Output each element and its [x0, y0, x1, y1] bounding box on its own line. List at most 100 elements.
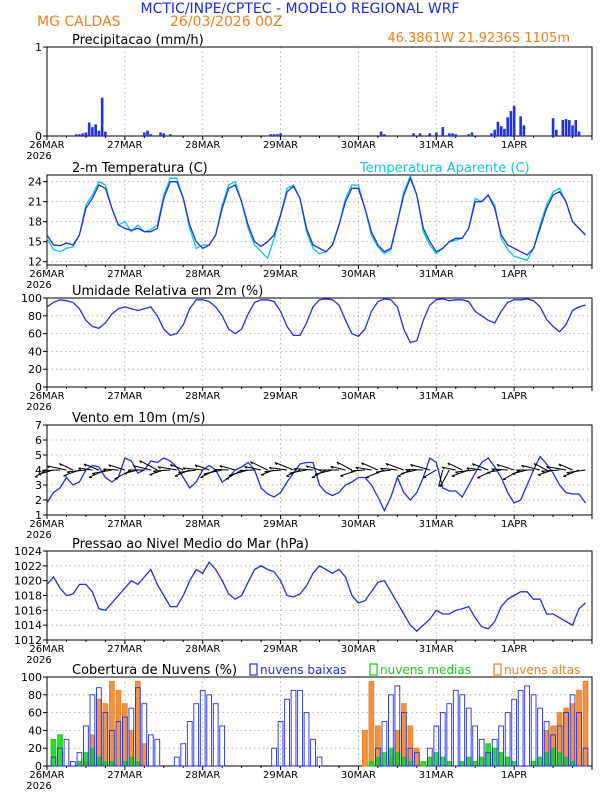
wind-arrow [92, 469, 112, 474]
cloud-bar-1 [504, 756, 511, 767]
cloud-bar-0 [199, 689, 206, 767]
temp-line [46, 176, 586, 256]
precip-bar [159, 132, 162, 136]
precip-bar [100, 97, 104, 136]
wind-arrow-head [228, 475, 232, 477]
wind-arrow-head [37, 473, 42, 476]
apparent-temp-line [46, 174, 586, 262]
precip-bar [490, 133, 493, 136]
wind-arrow [289, 469, 307, 474]
cloud-bar-1 [128, 756, 135, 767]
cloud-bar-0 [543, 721, 550, 767]
cloud-bar-2 [368, 681, 375, 767]
cloud-bar-0 [310, 738, 316, 767]
wind-arrow-head [314, 473, 319, 476]
y-tick-label: 15 [28, 236, 42, 249]
wind-arrow-head [440, 484, 444, 488]
cloud-bar-0 [576, 712, 582, 767]
precip-bar [447, 133, 451, 136]
year-label: 2026 [26, 655, 51, 666]
cloud-bar-1 [426, 756, 433, 767]
cloud-bar-1 [465, 756, 472, 767]
precip-bar [522, 125, 526, 136]
precip-bar [269, 134, 273, 136]
wind-arrow-head [305, 465, 309, 469]
cloud-bar-0 [452, 689, 459, 767]
x-tick-label: 26MAR [29, 140, 64, 151]
wind-arrow [438, 469, 444, 487]
wind-arrow [124, 469, 138, 474]
precip-bar [94, 124, 97, 136]
cloud-bar-1 [446, 761, 453, 767]
x-tick-label: 31MAR [419, 644, 454, 655]
wind-arrow-head [410, 464, 414, 467]
wind-arrow [294, 468, 314, 471]
x-tick-label: 30MAR [341, 644, 376, 655]
cloud-bar-0 [297, 689, 303, 767]
year-label: 2026 [26, 781, 51, 792]
precip-bar [467, 134, 471, 136]
cloud-bar-2 [569, 703, 576, 767]
cloud-bar-1 [472, 761, 479, 767]
cloud-bar-1 [368, 761, 375, 767]
y-tick-label: 1012 [14, 634, 42, 647]
x-tick-label: 31MAR [419, 269, 454, 280]
cloud-bar-1 [433, 752, 440, 767]
cloud-bar-0 [89, 694, 96, 767]
location-label: MG CALDAS [37, 14, 121, 30]
cloud-bar-1 [569, 761, 576, 767]
cloud-bar-0 [290, 689, 297, 767]
wind-arrow-head [41, 470, 45, 473]
wind-arrow [178, 469, 197, 474]
precip-bar [168, 134, 172, 136]
cloud-bar-0 [478, 738, 485, 767]
wind-arrow-head [194, 464, 198, 468]
wind-arrow-head [385, 463, 389, 467]
precip-bar [571, 125, 574, 136]
cloud-bar-0 [563, 712, 569, 767]
precip-bar [84, 132, 88, 136]
x-tick-label: 28MAR [185, 391, 220, 402]
precip-bar [506, 117, 509, 136]
cloud-bar-1 [459, 761, 466, 767]
cloud-bar-0 [550, 734, 556, 767]
cloud-bar-0 [50, 756, 57, 767]
cloud-bar-0 [537, 707, 543, 767]
wind-arrow-head [244, 466, 248, 469]
cloud-bar-0 [433, 725, 440, 767]
y-tick-label: 60 [28, 328, 42, 341]
wind-arrow [439, 469, 450, 488]
y-tick-label: 0 [35, 130, 42, 143]
y-tick-label: 1022 [14, 560, 42, 573]
x-tick-label: 29MAR [263, 644, 298, 655]
cloud-bar-2 [115, 689, 122, 767]
precip-bar [418, 133, 422, 136]
precip-bar [87, 122, 91, 136]
wind-arrow [330, 465, 346, 471]
cloud-bar-1 [420, 761, 427, 767]
precip-bar [503, 128, 506, 136]
cloud-bar-1 [375, 756, 381, 767]
wind-arrow-head [537, 474, 541, 476]
cloud-bar-1 [400, 756, 407, 767]
cloud-bar-1 [439, 756, 446, 767]
cloud-bar-0 [381, 721, 388, 767]
y-tick-label: 0 [35, 760, 42, 773]
wind-arrow-head [512, 473, 516, 475]
wind-arrow [512, 469, 528, 475]
y-tick-label: 1024 [14, 545, 42, 558]
wind-arrow-head [274, 462, 278, 466]
cloud-bar-0 [556, 725, 563, 767]
precip-bar [567, 119, 571, 136]
wind-arrow-head [441, 466, 445, 470]
wind-arrow [541, 469, 560, 472]
y-tick-label: 40 [28, 345, 42, 358]
precip-bar [383, 134, 386, 136]
x-tick-label: 26MAR [29, 770, 64, 781]
wind-arrow [487, 469, 502, 473]
cloud-bar-0 [394, 685, 401, 767]
y-tick-label: 40 [28, 724, 42, 737]
clouds-title: Cobertura de Nuvens (%) [72, 663, 237, 678]
cloud-bar-0 [96, 687, 102, 767]
